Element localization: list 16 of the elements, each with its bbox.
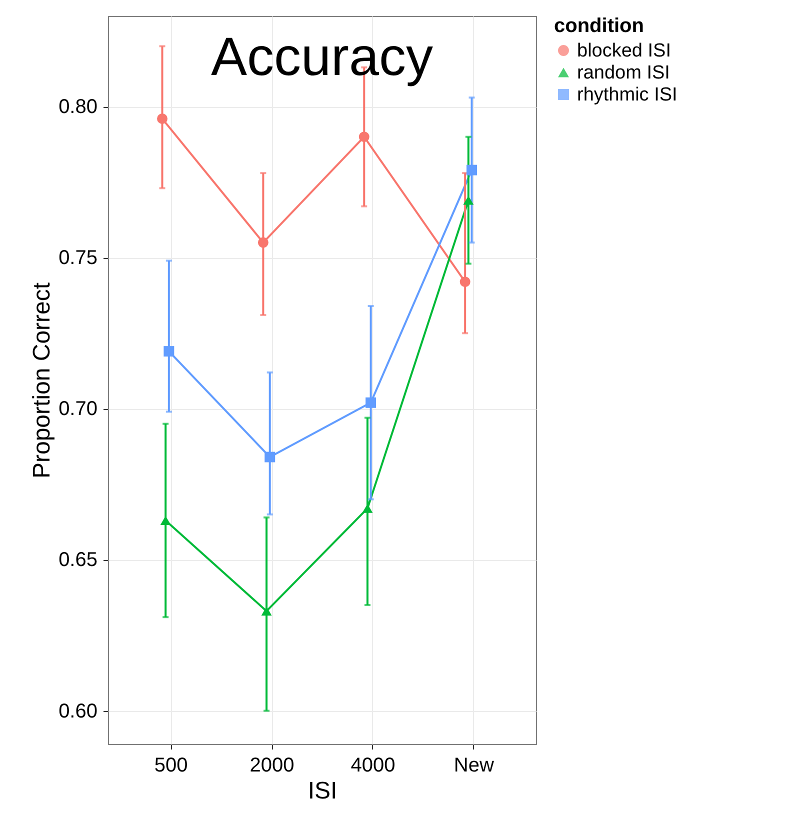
legend-label: random ISI [577,62,670,84]
y-tick-label: 0.60 [58,700,98,722]
y-axis-title: Proportion Correct [28,282,56,479]
x-tick-label: 500 [154,754,188,776]
x-tick-label: New [454,754,494,776]
y-tick-label: 0.80 [58,96,98,118]
x-axis-title: ISI [308,778,338,804]
y-tick-label: 0.75 [58,247,98,270]
x-tick-label: 4000 [350,754,396,776]
legend-label: rhythmic ISI [577,84,678,106]
chart-title: Accuracy [210,27,434,87]
x-tick-label: 2000 [250,754,294,776]
y-tick-label: 0.65 [58,549,98,572]
legend-label: blocked ISI [577,40,671,62]
legend-title: condition [554,15,644,37]
y-tick-label: 0.70 [58,398,98,420]
